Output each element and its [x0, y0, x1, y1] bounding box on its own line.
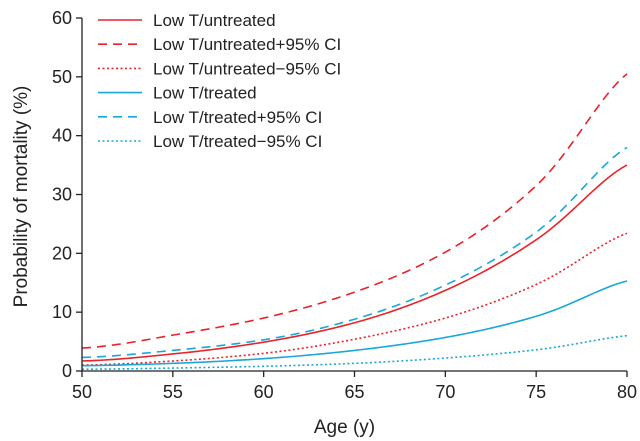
legend-label-2: Low T/untreated+95% CI [153, 35, 341, 54]
legend-label-4: Low T/treated [153, 84, 257, 103]
axes: 0 10 20 30 40 50 60 50 55 60 65 70 75 80 Age (y) Probab… [11, 8, 637, 438]
y-tick-label: 40 [52, 126, 72, 146]
legend-label-3: Low T/untreated−95% CI [153, 59, 341, 78]
legend-label-1: Low T/untreated [153, 11, 276, 30]
x-tick-label: 65 [344, 382, 364, 402]
x-axis-title: Age (y) [314, 417, 375, 438]
y-tick-label: 20 [52, 243, 72, 263]
y-tick-label: 30 [52, 185, 72, 205]
y-tick-label: 10 [52, 302, 72, 322]
x-tick-label: 60 [254, 382, 274, 402]
series-line-2 [81, 73, 628, 349]
x-tick-label: 50 [72, 382, 92, 402]
y-tick-label: 0 [62, 361, 72, 381]
y-tick-label: 50 [52, 67, 72, 87]
y-tick-label: 60 [52, 8, 72, 28]
legend: Low T/untreated Low T/untreated+95% CI Low… [98, 11, 341, 151]
legend-label-6: Low T/treated−95% CI [153, 132, 322, 151]
series-line-1 [81, 164, 628, 362]
x-tick-label: 55 [163, 382, 183, 402]
y-axis-title: Probability of mortality (%) [11, 86, 32, 308]
x-tick-label: 80 [617, 382, 637, 402]
x-tick-label: 75 [526, 382, 546, 402]
series-line-6 [81, 334, 628, 371]
series-line-3 [81, 232, 628, 366]
x-tick-label: 70 [435, 382, 455, 402]
legend-label-5: Low T/treated+95% CI [153, 108, 322, 127]
plot-lines [81, 73, 628, 371]
series-line-5 [81, 146, 628, 359]
series-line-4 [81, 280, 628, 367]
